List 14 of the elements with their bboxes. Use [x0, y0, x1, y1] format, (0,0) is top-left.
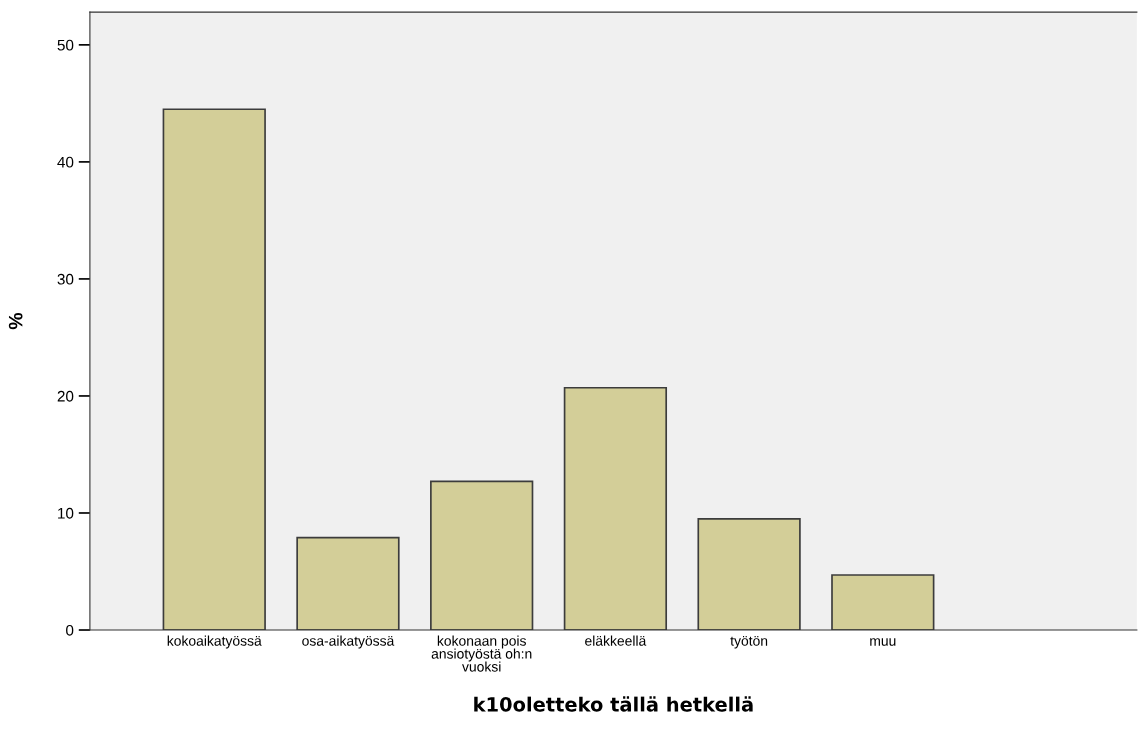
- y-tick-label: 10: [58, 507, 74, 519]
- y-tick-label: 30: [57, 273, 74, 285]
- y-tick-label: 0: [66, 624, 74, 636]
- y-tick-label: 40: [57, 156, 74, 168]
- x-tick-label: eläkkeellä: [585, 635, 647, 646]
- x-axis-title: k10oletteko tällä hetkellä: [474, 696, 753, 712]
- y-tick-label: 50: [57, 39, 74, 51]
- x-tick-label: muu: [870, 638, 896, 646]
- x-tick-label: työtön: [730, 636, 768, 649]
- y-tick-label: 20: [57, 390, 74, 402]
- x-tick-label: kokoaikatyössä: [167, 635, 262, 649]
- x-tick-label: kokonaan pois ansiotyöstä oh:n vuoksi: [431, 635, 532, 672]
- x-tick-label: osa-aikatyössä: [302, 635, 395, 649]
- y-axis-title: %: [8, 312, 23, 330]
